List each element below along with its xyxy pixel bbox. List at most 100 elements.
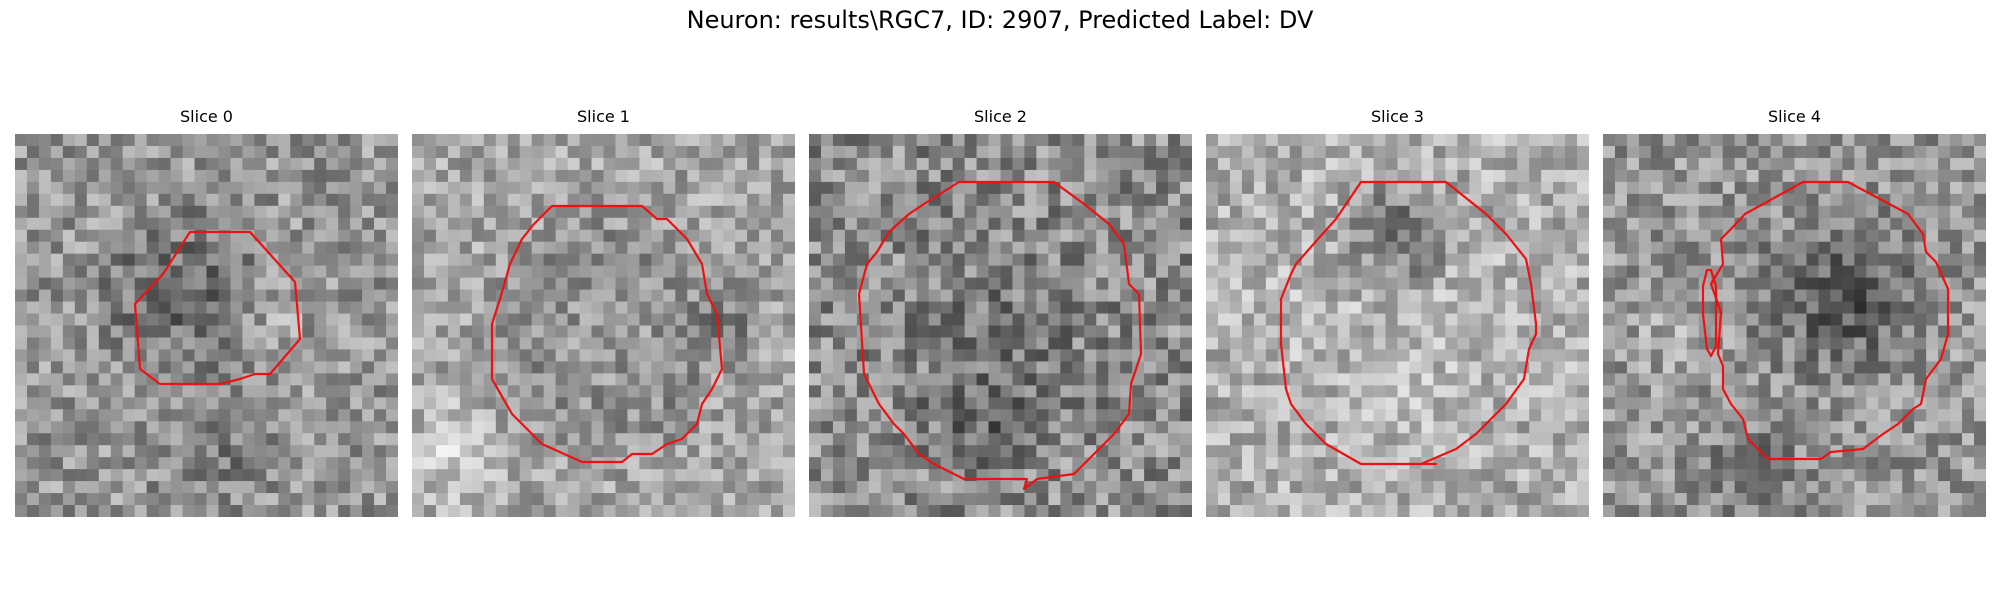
image-pixel — [1794, 229, 1807, 243]
image-pixel — [675, 157, 688, 171]
image-pixel — [1854, 253, 1867, 267]
image-pixel — [856, 193, 870, 207]
image-pixel — [1253, 457, 1267, 470]
image-pixel — [976, 205, 989, 219]
image-pixel — [326, 229, 339, 243]
image-pixel — [1842, 193, 1855, 207]
image-pixel — [809, 469, 822, 482]
image-pixel — [759, 313, 772, 326]
image-pixel — [723, 289, 736, 302]
image-pixel — [1541, 217, 1554, 231]
image-pixel — [952, 277, 965, 290]
image-pixel — [1854, 277, 1867, 290]
image-pixel — [50, 481, 64, 494]
image-pixel — [988, 253, 1001, 267]
image-pixel — [50, 397, 64, 410]
image-pixel — [483, 505, 497, 517]
image-pixel — [1517, 469, 1530, 482]
image-pixel — [1313, 193, 1327, 207]
image-pixel — [278, 385, 291, 398]
image-pixel — [302, 277, 315, 290]
image-pixel — [1084, 349, 1097, 362]
image-pixel — [1782, 229, 1795, 243]
image-pixel — [1373, 409, 1386, 422]
image-pixel — [699, 469, 712, 482]
image-pixel — [579, 157, 592, 171]
image-pixel — [98, 205, 112, 219]
image-pixel — [1565, 337, 1578, 350]
image-pixel — [543, 325, 557, 338]
image-pixel — [1553, 361, 1566, 374]
image-pixel — [1950, 265, 1963, 279]
image-pixel — [1289, 349, 1303, 362]
image-pixel — [1614, 421, 1628, 434]
image-pixel — [206, 457, 219, 470]
image-pixel — [711, 229, 724, 243]
image-pixel — [15, 445, 28, 458]
image-pixel — [1662, 181, 1676, 195]
image-pixel — [1206, 205, 1219, 219]
image-pixel — [1060, 349, 1073, 362]
image-pixel — [1361, 385, 1374, 398]
image-pixel — [278, 313, 291, 326]
image-pixel — [1156, 373, 1169, 386]
image-pixel — [1481, 445, 1494, 458]
image-pixel — [1241, 301, 1255, 314]
image-pixel — [423, 181, 437, 195]
image-pixel — [1048, 145, 1061, 159]
image-pixel — [122, 157, 136, 171]
image-pixel — [1409, 157, 1422, 171]
image-pixel — [735, 134, 748, 147]
image-pixel — [1626, 457, 1640, 470]
image-pixel — [362, 433, 375, 446]
image-pixel — [1096, 265, 1109, 279]
image-pixel — [1938, 205, 1951, 219]
image-pixel — [1024, 229, 1037, 243]
image-pixel — [1614, 313, 1628, 326]
image-pixel — [1830, 409, 1843, 422]
image-pixel — [1878, 265, 1891, 279]
image-pixel — [1084, 289, 1097, 302]
image-pixel — [423, 409, 437, 422]
image-pixel — [1156, 145, 1169, 159]
image-pixel — [1638, 361, 1652, 374]
image-pixel — [1180, 205, 1192, 219]
image-pixel — [1253, 397, 1267, 410]
image-pixel — [783, 277, 795, 290]
image-pixel — [1229, 134, 1243, 147]
image-pixel — [1674, 169, 1688, 183]
image-pixel — [1385, 409, 1398, 422]
image-pixel — [50, 505, 64, 517]
image-pixel — [916, 493, 930, 506]
image-pixel — [1603, 445, 1616, 458]
image-pixel — [1132, 181, 1145, 195]
image-pixel — [1854, 409, 1867, 422]
image-pixel — [1541, 457, 1554, 470]
image-pixel — [1758, 169, 1771, 183]
image-pixel — [50, 134, 64, 147]
image-pixel — [735, 193, 748, 207]
image-pixel — [1806, 229, 1819, 243]
image-pixel — [988, 361, 1001, 374]
image-pixel — [1072, 361, 1085, 374]
image-pixel — [1517, 301, 1530, 314]
image-pixel — [314, 493, 327, 506]
image-pixel — [1962, 349, 1975, 362]
image-pixel — [1746, 145, 1759, 159]
image-pixel — [471, 134, 485, 147]
image-pixel — [1217, 361, 1231, 374]
image-pixel — [1662, 361, 1676, 374]
image-pixel — [374, 373, 387, 386]
image-pixel — [495, 253, 509, 267]
image-pixel — [735, 337, 748, 350]
image-pixel — [723, 325, 736, 338]
image-pixel — [338, 181, 351, 195]
image-pixel — [1144, 217, 1157, 231]
image-pixel — [1253, 349, 1267, 362]
image-pixel — [1012, 457, 1025, 470]
image-pixel — [266, 145, 279, 159]
image-pixel — [1265, 205, 1279, 219]
image-pixel — [783, 433, 795, 446]
image-pixel — [194, 337, 207, 350]
image-pixel — [38, 493, 52, 506]
